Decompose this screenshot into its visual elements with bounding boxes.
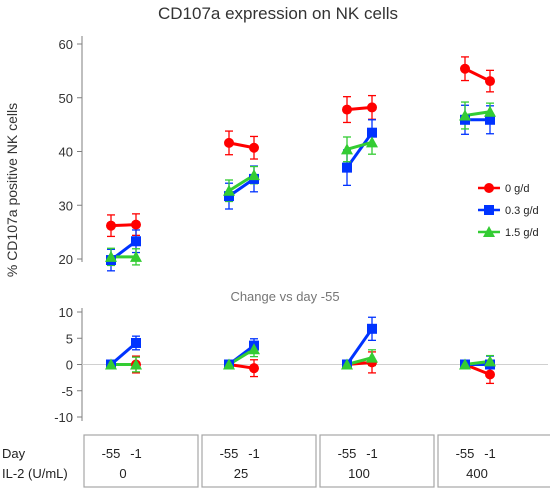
marker-1-5-g-d [248, 343, 260, 355]
marker-0-g-d [249, 363, 259, 374]
axes-layer: 20 30 40 50 60 -10 -5 0 5 10 [54, 36, 548, 425]
marker-0-3-g-d [342, 162, 352, 173]
series-line-1-5-g-d [346, 140, 373, 151]
y-axis-label: % CD107a positive NK cells [4, 103, 20, 277]
top-y-tick-label: 60 [59, 37, 73, 52]
marker-1-5-g-d [366, 351, 378, 363]
marker-1-5-g-d [484, 355, 496, 367]
il2-dose-label: 0 [119, 466, 126, 481]
top-y-tick-label: 40 [59, 145, 73, 160]
bottom-y-tick-label: 5 [66, 331, 73, 346]
marker-0-g-d [224, 137, 234, 148]
group-box [319, 434, 435, 488]
marker-0-g-d [485, 369, 495, 380]
marker-0-g-d [460, 63, 470, 74]
marks-layer [105, 56, 496, 385]
marker-1-5-g-d [459, 109, 471, 121]
chart-title: CD107a expression on NK cells [158, 4, 398, 23]
bottom-y-tick-label: -5 [61, 384, 73, 399]
marker-1-5-g-d [341, 143, 353, 155]
marker-0-3-g-d [131, 236, 141, 247]
marker-0-3-g-d [367, 323, 377, 334]
marker-1-5-g-d [105, 358, 117, 370]
day-row-label: Day [2, 446, 26, 461]
marker-0-g-d [106, 220, 116, 231]
marker-1-5-g-d [223, 358, 235, 370]
panel-subtitle: Change vs day -55 [230, 289, 339, 304]
marker-1-5-g-d [130, 358, 142, 370]
marker-0-3-g-d [131, 337, 141, 348]
marker-1-5-g-d [484, 105, 496, 117]
marker-0-g-d [484, 183, 494, 193]
legend: 0 g/d 0.3 g/d 1.5 g/d [478, 183, 539, 239]
bottom-y-tick-label: 10 [59, 305, 73, 320]
marker-1-5-g-d [341, 358, 353, 370]
marker-1-5-g-d [366, 136, 378, 148]
top-y-tick-label: 20 [59, 252, 73, 267]
il2-row-label: IL-2 (U/mL) [2, 466, 68, 481]
series-line-0-3-g-d [345, 131, 374, 169]
marker-0-g-d [249, 142, 259, 153]
marker-0-g-d [342, 104, 352, 115]
day-tick-label: -1 [248, 446, 260, 461]
marker-0-g-d [485, 76, 495, 87]
day-tick-label: -1 [484, 446, 496, 461]
marker-1-5-g-d [105, 250, 117, 262]
series-line-0-3-g-d [345, 327, 374, 366]
il2-dose-label: 25 [234, 466, 248, 481]
marker-1-5-g-d [248, 169, 260, 181]
group-box [201, 434, 317, 488]
marker-0-g-d [131, 219, 141, 230]
marker-1-5-g-d [459, 358, 471, 370]
marker-0-3-g-d [367, 127, 377, 138]
marker-0-3-g-d [485, 114, 495, 125]
il2-dose-label: 400 [466, 466, 488, 481]
group-box [437, 434, 550, 488]
top-y-tick-label: 50 [59, 91, 73, 106]
group-box [83, 434, 199, 488]
top-y-tick-label: 30 [59, 198, 73, 213]
legend-label: 1.5 g/d [505, 227, 539, 239]
day-tick-label: -55 [456, 446, 475, 461]
day-tick-label: -55 [102, 446, 121, 461]
legend-label: 0 g/d [505, 183, 529, 195]
legend-label: 0.3 g/d [505, 205, 539, 217]
marker-1-5-g-d [223, 184, 235, 196]
il2-dose-label: 100 [348, 466, 370, 481]
day-tick-label: -55 [220, 446, 239, 461]
marker-1-5-g-d [483, 226, 495, 237]
bottom-y-tick-label: -10 [54, 410, 73, 425]
marker-0-3-g-d [224, 191, 234, 202]
marker-1-5-g-d [130, 250, 142, 262]
marker-0-g-d [367, 102, 377, 113]
marker-0-3-g-d [484, 205, 494, 215]
day-tick-label: -1 [366, 446, 378, 461]
bottom-y-tick-label: 0 [66, 358, 73, 373]
day-tick-label: -55 [338, 446, 357, 461]
day-tick-label: -1 [130, 446, 142, 461]
